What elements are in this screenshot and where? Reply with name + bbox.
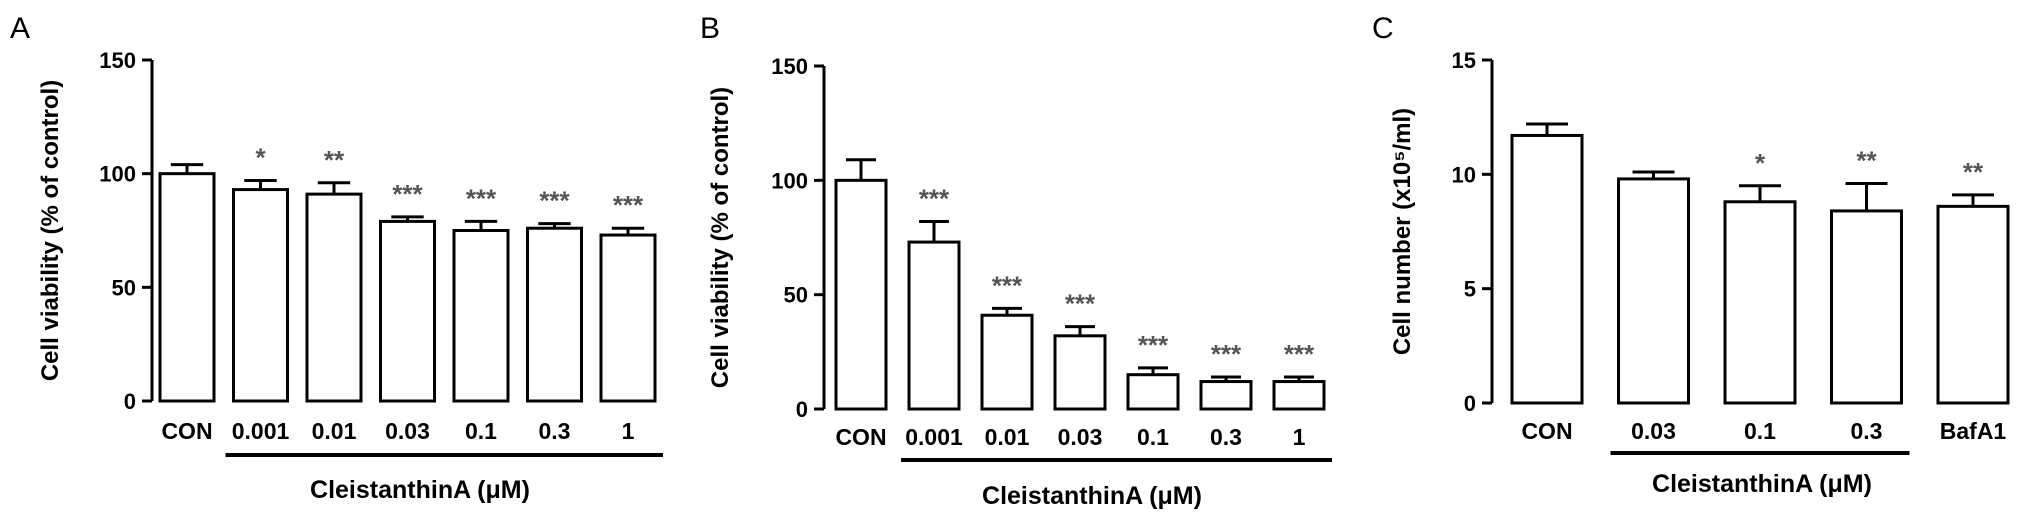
bar xyxy=(452,229,510,403)
y-tick-label: 15 xyxy=(1452,48,1476,73)
x-category-label: CON xyxy=(161,418,212,444)
significance-marker: *** xyxy=(919,183,950,213)
x-category-label: 0.01 xyxy=(985,424,1030,450)
x-axis-label: CleistanthinA (μM) xyxy=(1652,470,1872,498)
y-axis-label: Cell number (x10⁵/ml) xyxy=(1389,108,1416,355)
bar xyxy=(907,240,961,411)
y-axis-label: Cell viability (% of control) xyxy=(37,80,64,381)
x-axis-label: CleistanthinA (μM) xyxy=(982,482,1202,510)
y-tick-label: 100 xyxy=(99,162,136,187)
bar xyxy=(1126,373,1180,411)
y-axis-label: Cell viability (% of control) xyxy=(707,87,734,388)
bar xyxy=(834,178,888,411)
x-category-label: 0.1 xyxy=(1137,424,1169,450)
y-tick-label: 150 xyxy=(99,48,136,73)
x-category-label: 0.3 xyxy=(1210,424,1242,450)
panel-a: A 0 50 100 150 Cell viability (% of control) C… xyxy=(10,12,663,504)
bar xyxy=(599,233,657,403)
x-category-label: 0.03 xyxy=(1631,418,1676,444)
y-tick-label: 5 xyxy=(1464,277,1476,302)
x-category-label: CON xyxy=(1521,418,1572,444)
bar xyxy=(1053,334,1107,411)
bar xyxy=(1199,380,1253,411)
panel-letter: C xyxy=(1372,12,1394,45)
bar xyxy=(526,226,583,403)
x-category-label: 0.1 xyxy=(465,418,497,444)
x-category-label: CON xyxy=(835,424,886,450)
significance-marker: *** xyxy=(466,183,497,213)
significance-marker: * xyxy=(1755,148,1766,178)
bar xyxy=(980,313,1034,411)
x-category-label: BafA1 xyxy=(1940,418,2007,444)
panel-letter: B xyxy=(700,12,720,45)
bar xyxy=(1936,204,2010,405)
y-tick-label: 0 xyxy=(796,397,808,422)
bar xyxy=(158,172,216,403)
significance-marker: *** xyxy=(613,190,644,220)
x-axis-label: CleistanthinA (μM) xyxy=(310,476,530,504)
significance-marker: ** xyxy=(1963,157,1984,187)
x-category-label: 0.03 xyxy=(1058,424,1103,450)
y-tick-label: 150 xyxy=(771,54,808,79)
panel-c: C 0 5 10 15 Cell number (x10⁵/ml) CON 0.03 * 0.1 *… xyxy=(1372,12,2010,498)
significance-marker: *** xyxy=(1138,330,1169,360)
y-tick-label: 50 xyxy=(112,275,136,300)
significance-marker: *** xyxy=(1284,339,1315,369)
x-category-label: 1 xyxy=(622,418,635,444)
significance-marker: *** xyxy=(992,270,1023,300)
bar xyxy=(1830,209,1903,405)
bar xyxy=(1510,133,1584,405)
x-category-label: 0.3 xyxy=(539,418,571,444)
x-category-label: 0.3 xyxy=(1851,418,1883,444)
x-category-label: 0.001 xyxy=(232,418,290,444)
panel-letter: A xyxy=(10,12,30,45)
x-category-label: 0.01 xyxy=(312,418,357,444)
x-category-label: 0.1 xyxy=(1744,418,1776,444)
y-tick-label: 0 xyxy=(124,389,136,414)
y-tick-label: 50 xyxy=(784,283,808,308)
y-tick-label: 0 xyxy=(1464,391,1476,416)
significance-marker: ** xyxy=(324,145,345,175)
x-category-label: 0.03 xyxy=(385,418,430,444)
significance-marker: *** xyxy=(539,186,570,216)
bar xyxy=(1723,200,1797,405)
y-tick-label: 10 xyxy=(1452,162,1476,187)
bar xyxy=(379,219,436,403)
bar xyxy=(305,192,363,403)
significance-marker: *** xyxy=(1211,339,1242,369)
y-tick-label: 100 xyxy=(771,168,808,193)
x-category-label: 0.001 xyxy=(905,424,963,450)
significance-marker: * xyxy=(255,142,266,172)
bar xyxy=(1272,380,1326,411)
significance-marker: *** xyxy=(392,179,423,209)
significance-marker: *** xyxy=(1065,289,1096,319)
bar xyxy=(232,188,289,403)
x-category-label: 1 xyxy=(1293,424,1306,450)
bar xyxy=(1617,177,1690,405)
significance-marker: ** xyxy=(1856,145,1877,175)
panel-b: B 0 50 100 150 Cell viability (% of control) C… xyxy=(700,12,1332,510)
